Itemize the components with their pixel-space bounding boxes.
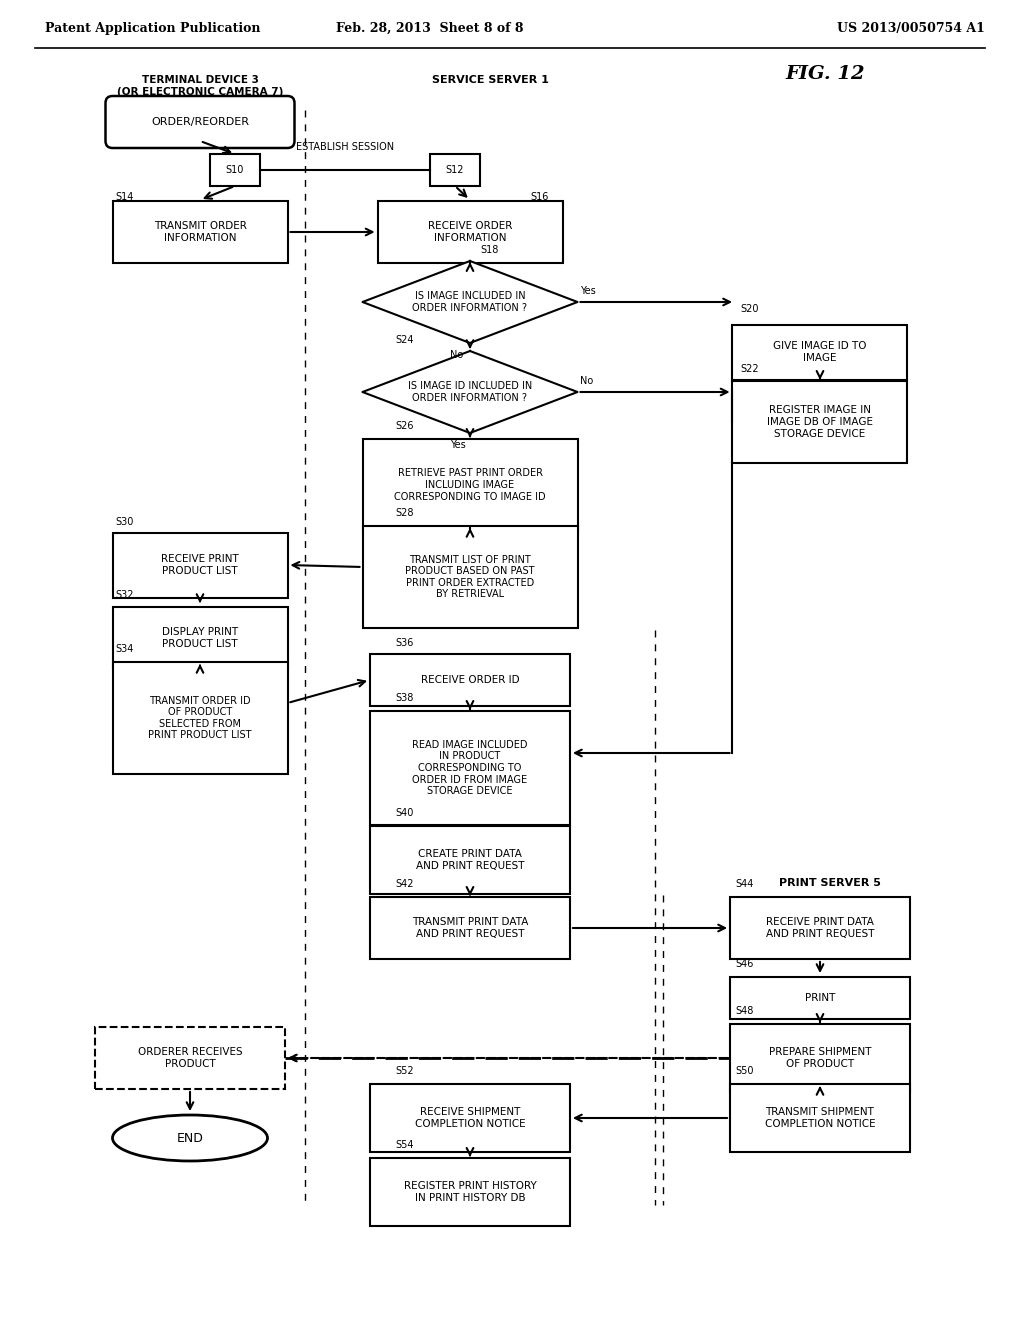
Text: S24: S24: [395, 335, 414, 345]
Text: No: No: [450, 350, 463, 360]
FancyBboxPatch shape: [370, 711, 570, 825]
Text: REGISTER IMAGE IN
IMAGE DB OF IMAGE
STORAGE DEVICE: REGISTER IMAGE IN IMAGE DB OF IMAGE STOR…: [767, 405, 873, 438]
Text: S34: S34: [115, 644, 133, 653]
Text: PRINT SERVER 5: PRINT SERVER 5: [779, 878, 881, 888]
Text: S52: S52: [395, 1067, 414, 1076]
Text: Feb. 28, 2013  Sheet 8 of 8: Feb. 28, 2013 Sheet 8 of 8: [336, 22, 523, 36]
FancyBboxPatch shape: [370, 1158, 570, 1226]
Text: Yes: Yes: [580, 286, 596, 296]
Text: READ IMAGE INCLUDED
IN PRODUCT
CORRESPONDING TO
ORDER ID FROM IMAGE
STORAGE DEVI: READ IMAGE INCLUDED IN PRODUCT CORRESPON…: [413, 739, 527, 796]
FancyBboxPatch shape: [732, 325, 907, 380]
Text: TRANSMIT SHIPMENT
COMPLETION NOTICE: TRANSMIT SHIPMENT COMPLETION NOTICE: [765, 1107, 876, 1129]
Text: S32: S32: [115, 590, 133, 601]
Text: ESTABLISH SESSION: ESTABLISH SESSION: [296, 143, 394, 152]
Text: S18: S18: [480, 246, 499, 255]
Text: S28: S28: [395, 508, 414, 517]
FancyBboxPatch shape: [730, 1024, 910, 1092]
Text: TRANSMIT LIST OF PRINT
PRODUCT BASED ON PAST
PRINT ORDER EXTRACTED
BY RETRIEVAL: TRANSMIT LIST OF PRINT PRODUCT BASED ON …: [406, 554, 535, 599]
FancyBboxPatch shape: [210, 154, 260, 186]
FancyBboxPatch shape: [362, 440, 578, 531]
FancyBboxPatch shape: [370, 1084, 570, 1152]
Text: DISPLAY PRINT
PRODUCT LIST: DISPLAY PRINT PRODUCT LIST: [162, 627, 238, 649]
Text: CREATE PRINT DATA
AND PRINT REQUEST: CREATE PRINT DATA AND PRINT REQUEST: [416, 849, 524, 871]
Text: TRANSMIT PRINT DATA
AND PRINT REQUEST: TRANSMIT PRINT DATA AND PRINT REQUEST: [412, 917, 528, 939]
Text: ORDERER RECEIVES
PRODUCT: ORDERER RECEIVES PRODUCT: [137, 1047, 243, 1069]
Text: S26: S26: [395, 421, 414, 432]
Text: No: No: [580, 376, 593, 385]
Text: S22: S22: [740, 364, 759, 374]
Text: S44: S44: [735, 879, 754, 888]
FancyBboxPatch shape: [370, 653, 570, 706]
Text: TERMINAL DEVICE 3
(OR ELECTRONIC CAMERA 7): TERMINAL DEVICE 3 (OR ELECTRONIC CAMERA …: [117, 75, 284, 96]
Text: S12: S12: [445, 165, 464, 176]
Text: RECEIVE PRINT DATA
AND PRINT REQUEST: RECEIVE PRINT DATA AND PRINT REQUEST: [766, 917, 874, 939]
Text: RECEIVE ORDER ID: RECEIVE ORDER ID: [421, 675, 519, 685]
FancyBboxPatch shape: [95, 1027, 285, 1089]
Text: IS IMAGE ID INCLUDED IN
ORDER INFORMATION ?: IS IMAGE ID INCLUDED IN ORDER INFORMATIO…: [408, 381, 532, 403]
FancyBboxPatch shape: [732, 381, 907, 463]
Text: S20: S20: [740, 304, 759, 314]
Text: RECEIVE ORDER
INFORMATION: RECEIVE ORDER INFORMATION: [428, 222, 512, 243]
FancyBboxPatch shape: [113, 201, 288, 263]
Text: S40: S40: [395, 808, 414, 818]
FancyBboxPatch shape: [730, 898, 910, 960]
FancyBboxPatch shape: [378, 201, 562, 263]
Text: Patent Application Publication: Patent Application Publication: [45, 22, 260, 36]
FancyBboxPatch shape: [113, 607, 288, 669]
Text: GIVE IMAGE ID TO
IMAGE: GIVE IMAGE ID TO IMAGE: [773, 341, 866, 363]
FancyBboxPatch shape: [113, 663, 288, 774]
Text: S30: S30: [115, 517, 133, 527]
Text: RECEIVE PRINT
PRODUCT LIST: RECEIVE PRINT PRODUCT LIST: [161, 554, 239, 576]
FancyBboxPatch shape: [113, 532, 288, 598]
Text: S36: S36: [395, 638, 414, 648]
Text: END: END: [176, 1131, 204, 1144]
Text: REGISTER PRINT HISTORY
IN PRINT HISTORY DB: REGISTER PRINT HISTORY IN PRINT HISTORY …: [403, 1181, 537, 1203]
Text: PRINT: PRINT: [805, 993, 836, 1003]
Text: Yes: Yes: [450, 440, 466, 450]
FancyBboxPatch shape: [362, 525, 578, 628]
Text: ORDER/REORDER: ORDER/REORDER: [151, 117, 249, 127]
Polygon shape: [362, 351, 578, 433]
Polygon shape: [362, 261, 578, 343]
Text: S54: S54: [395, 1140, 414, 1150]
Text: S46: S46: [735, 960, 754, 969]
Text: S50: S50: [735, 1067, 754, 1076]
FancyBboxPatch shape: [105, 96, 295, 148]
Text: SERVICE SERVER 1: SERVICE SERVER 1: [431, 75, 549, 84]
Text: TRANSMIT ORDER
INFORMATION: TRANSMIT ORDER INFORMATION: [154, 222, 247, 243]
FancyBboxPatch shape: [430, 154, 480, 186]
Text: TRANSMIT ORDER ID
OF PRODUCT
SELECTED FROM
PRINT PRODUCT LIST: TRANSMIT ORDER ID OF PRODUCT SELECTED FR…: [148, 696, 252, 741]
Text: S14: S14: [115, 191, 133, 202]
Text: RECEIVE SHIPMENT
COMPLETION NOTICE: RECEIVE SHIPMENT COMPLETION NOTICE: [415, 1107, 525, 1129]
Text: S42: S42: [395, 879, 414, 888]
Text: S38: S38: [395, 693, 414, 704]
FancyBboxPatch shape: [370, 826, 570, 894]
Text: FIG. 12: FIG. 12: [785, 65, 864, 83]
Text: S16: S16: [530, 191, 549, 202]
Text: S10: S10: [226, 165, 244, 176]
Text: PREPARE SHIPMENT
OF PRODUCT: PREPARE SHIPMENT OF PRODUCT: [769, 1047, 871, 1069]
Text: RETRIEVE PAST PRINT ORDER
INCLUDING IMAGE
CORRESPONDING TO IMAGE ID: RETRIEVE PAST PRINT ORDER INCLUDING IMAG…: [394, 469, 546, 502]
FancyBboxPatch shape: [730, 1084, 910, 1152]
Text: IS IMAGE INCLUDED IN
ORDER INFORMATION ?: IS IMAGE INCLUDED IN ORDER INFORMATION ?: [413, 292, 527, 313]
FancyBboxPatch shape: [730, 977, 910, 1019]
Text: S48: S48: [735, 1006, 754, 1016]
Ellipse shape: [113, 1115, 267, 1162]
FancyBboxPatch shape: [370, 898, 570, 960]
Text: US 2013/0050754 A1: US 2013/0050754 A1: [838, 22, 985, 36]
